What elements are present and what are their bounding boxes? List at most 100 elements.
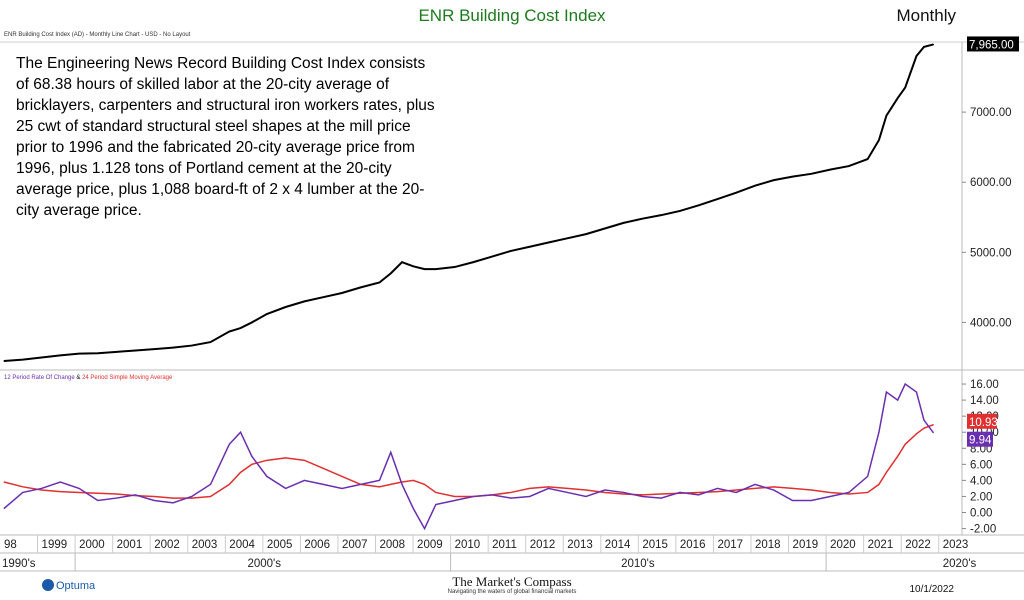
sma-point <box>829 491 831 493</box>
price-point <box>116 351 118 353</box>
sma-point <box>904 443 906 445</box>
sma-point <box>424 483 426 485</box>
sma-point <box>585 489 587 491</box>
sma-point <box>810 489 812 491</box>
ind-y-tick-label: 4.00 <box>970 475 992 487</box>
price-point <box>773 179 775 181</box>
price-point <box>904 86 906 89</box>
roc-point <box>810 499 812 501</box>
x-tick-label: 2021 <box>868 539 894 551</box>
x-tick-label: 2022 <box>905 539 931 551</box>
roc-point <box>134 494 136 496</box>
price-point <box>754 185 756 187</box>
price-point <box>3 360 5 362</box>
frequency-label[interactable]: Monthly <box>896 6 956 25</box>
x-tick-label: 2015 <box>642 539 668 551</box>
price-point <box>791 176 794 178</box>
price-point <box>390 272 392 274</box>
x-tick-label: 2020 <box>830 539 856 551</box>
price-point <box>40 356 43 359</box>
x-tick-label: 98 <box>4 539 17 551</box>
legend-sma: 24 Period Simple Moving Average <box>82 375 173 381</box>
price-point <box>848 165 850 167</box>
decade-label: 2010's <box>621 558 655 570</box>
sma-point <box>529 487 531 489</box>
roc-point <box>435 503 437 505</box>
sma-point <box>228 483 230 485</box>
roc-point <box>210 483 212 485</box>
price-point <box>529 246 531 248</box>
sma-point <box>878 483 880 485</box>
price-point <box>932 43 934 46</box>
optuma-logo-icon <box>42 579 54 591</box>
x-tick-label: 2016 <box>680 539 706 551</box>
ind-y-tick-label: -2.00 <box>970 524 996 536</box>
price-point <box>378 281 381 284</box>
sma-point <box>897 455 899 457</box>
roc-point <box>424 528 426 530</box>
roc-point <box>623 491 625 493</box>
roc-point <box>240 431 242 433</box>
x-tick-label: 2002 <box>154 539 180 551</box>
price-point <box>472 261 474 263</box>
sma-point <box>792 487 794 489</box>
roc-point <box>153 499 155 501</box>
sma-point <box>716 491 718 493</box>
roc-point <box>390 451 392 453</box>
roc-point <box>716 487 718 489</box>
x-tick-label: 2003 <box>192 539 218 551</box>
sma-point <box>78 491 80 493</box>
sma-point <box>322 467 324 469</box>
roc-point <box>829 495 831 497</box>
optuma-logo: Optuma <box>42 579 95 592</box>
price-point <box>285 306 287 308</box>
x-tick-label: 2007 <box>342 539 368 551</box>
sma-point <box>191 497 193 499</box>
sma-point <box>867 491 869 493</box>
x-tick-label: 2008 <box>380 539 406 551</box>
sma-point <box>604 491 606 493</box>
price-point <box>303 300 305 302</box>
sma-series-line <box>3 424 934 499</box>
roc-point <box>228 443 230 445</box>
price-point <box>716 198 719 200</box>
roc-point <box>172 502 174 504</box>
price-point <box>341 292 343 294</box>
sma-point <box>341 475 343 477</box>
legend-roc: 12 Period Rate Of Change <box>4 375 75 381</box>
sma-point <box>240 471 242 473</box>
price-point <box>829 168 831 171</box>
sma-point <box>116 493 118 495</box>
price-point <box>547 241 550 244</box>
legend-separator: & <box>74 375 83 381</box>
sma-point <box>848 493 850 495</box>
x-tick-label: 2005 <box>267 539 293 551</box>
price-point <box>622 222 625 224</box>
roc-point <box>878 431 880 433</box>
price-point <box>641 218 643 220</box>
price-point <box>401 261 403 263</box>
decade-label: 2000's <box>247 558 281 570</box>
price-point <box>360 286 362 288</box>
ind-y-tick-label: 16.00 <box>970 379 999 391</box>
sma-last-value-box <box>967 413 997 429</box>
price-point <box>22 358 24 361</box>
price-point <box>604 227 606 230</box>
optuma-logo-text: Optuma <box>56 580 96 592</box>
roc-series-line <box>3 382 934 531</box>
roc-point <box>904 383 906 385</box>
roc-point <box>679 491 681 493</box>
indicator-legend: 12 Period Rate Of Change & 24 Period Sim… <box>4 375 172 381</box>
sma-point <box>435 491 437 493</box>
roc-point <box>412 508 414 510</box>
sma-point <box>472 495 474 497</box>
roc-point <box>401 483 403 485</box>
price-last-value: 7,965.00 <box>969 39 1014 51</box>
sma-point <box>754 487 756 489</box>
price-point <box>566 237 568 239</box>
roc-point <box>529 495 531 497</box>
chart-subtitle: ENR Building Cost Index (AD) - Monthly L… <box>4 32 191 38</box>
brand-name: The Market's Compass <box>452 574 572 589</box>
x-tick-label: 2012 <box>530 539 556 551</box>
x-tick-label: 2010 <box>455 539 481 551</box>
